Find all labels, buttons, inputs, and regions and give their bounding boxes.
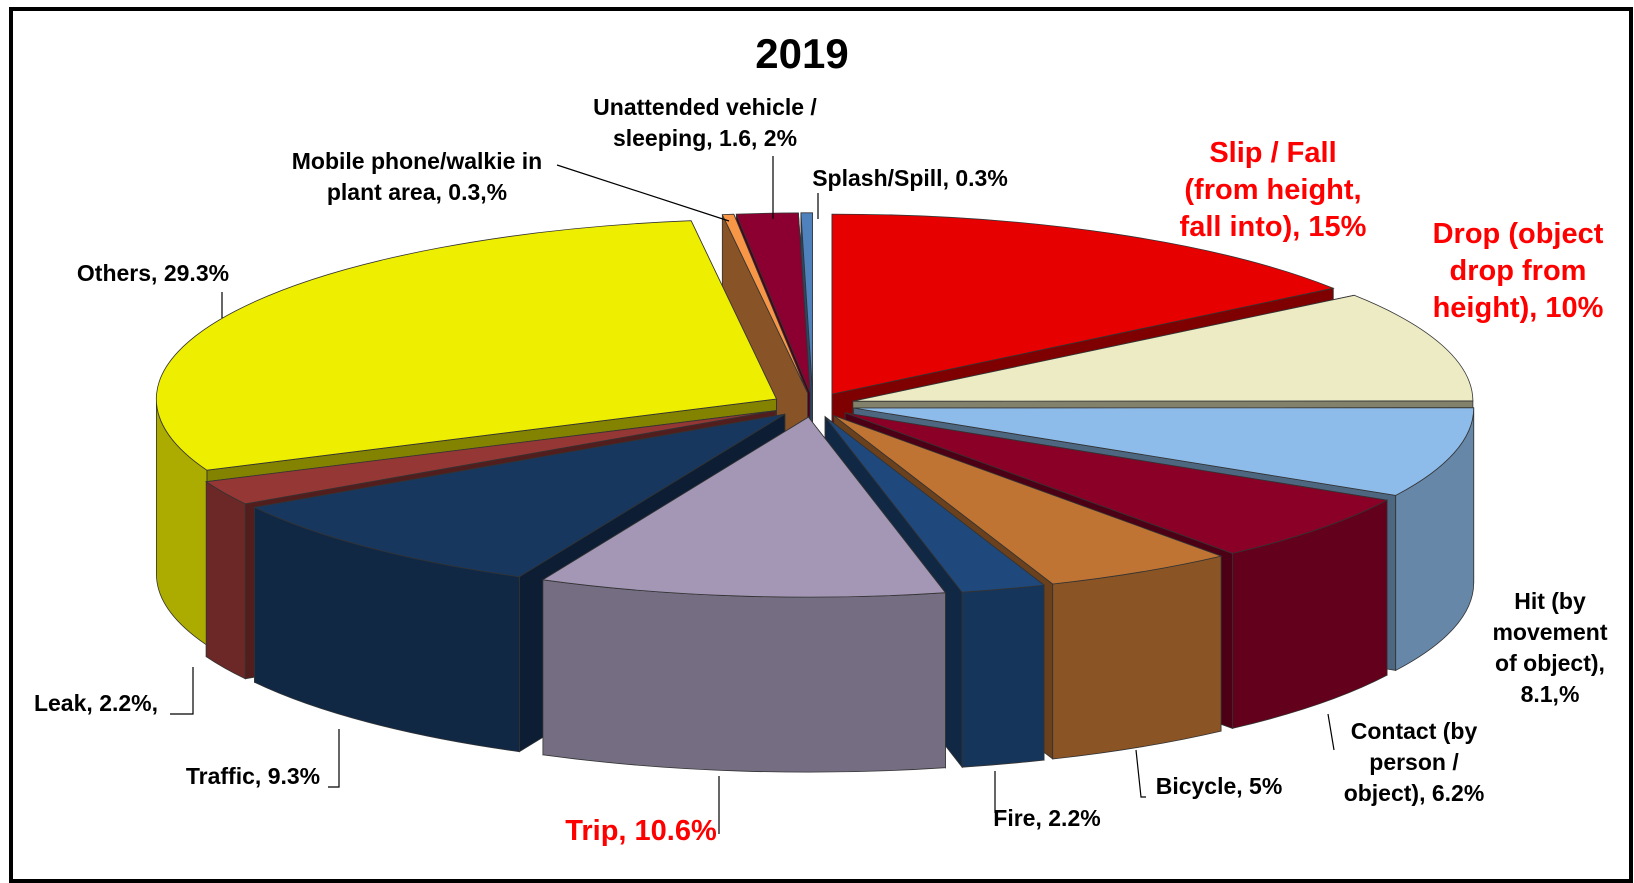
data-label: Trip, 10.6% [511,813,771,850]
slice-top [253,413,786,578]
slices [155,212,1475,773]
slice-top [831,213,1335,395]
leader-line [170,667,194,715]
label-value: 0.3% [955,165,1008,191]
slice-top [155,220,778,471]
data-label: Slip / Fall (from height, fall into), 15… [1173,135,1373,246]
label-category: Mobile phone/walkie in plant area, [291,148,543,205]
data-label: Unattended vehicle / sleeping, 1.6, 2% [570,92,840,154]
label-value: 0.3,% [448,179,508,205]
slice-top [833,415,1223,585]
leader-line [328,729,340,788]
label-value: 2.2%, [99,690,159,716]
label-category: Leak, [33,690,93,716]
label-value: 5% [1249,773,1283,799]
label-value: 8.1,% [1520,681,1580,707]
data-label: Mobile phone/walkie in plant area, 0.3,% [272,146,562,208]
label-value: 2.2% [1048,805,1101,831]
slice-wall [1052,555,1222,760]
label-value: 9.3% [267,763,321,789]
slice-wall [205,480,246,680]
label-value: 6.2% [1431,780,1485,806]
leader-line [1135,749,1146,798]
label-value: 29.3% [163,260,230,286]
slice-top [852,294,1474,402]
label-category: Trip, [565,815,627,847]
slice-wall [961,584,1045,768]
slice-top [541,416,947,598]
leader-line [1327,713,1335,751]
data-label: Hit (by movement of object), 8.1,% [1480,586,1620,710]
data-label: Leak, 2.2%, [0,688,196,719]
label-category: Unattended vehicle / sleeping, [593,94,817,151]
label-value: 15% [1308,211,1367,243]
label-category: Others, [76,260,158,286]
label-category: Drop (object drop from height), [1432,218,1604,324]
data-label: Fire, 2.2% [947,803,1147,834]
data-label: Splash/Spill, 0.3% [780,163,1040,194]
label-category: Traffic, [185,763,262,789]
chart-title: 2019 [755,30,849,77]
data-label: Others, 29.3% [33,258,273,289]
data-label: Drop (object drop from height), 10% [1418,216,1618,327]
label-category: Slip / Fall (from height, fall into), [1179,137,1362,243]
label-value: 10% [1545,292,1604,324]
slice-top [824,416,1046,593]
label-category: Bicycle, [1155,773,1243,799]
slice-top [205,410,776,505]
data-label: Contact (by person / object), 6.2% [1329,716,1499,809]
slice-top [844,412,1389,554]
label-category: Hit (by movement of object), [1492,588,1608,676]
label-category: Splash/Spill, [812,165,949,191]
data-label: Bicycle, 5% [1089,771,1349,802]
slice-top [800,212,813,393]
slice-wall [542,579,946,773]
slice-top [721,213,808,394]
label-category: Fire, [993,805,1042,831]
slice-top [735,212,811,393]
leader-line [556,164,730,222]
leader-lines [170,156,1335,834]
label-value: 1.6, 2% [719,125,798,151]
slice-top [853,407,1475,496]
label-category: Contact (by person / object), [1343,718,1478,806]
label-value: 10.6% [634,815,717,847]
data-label: Traffic, 9.3% [143,761,363,792]
